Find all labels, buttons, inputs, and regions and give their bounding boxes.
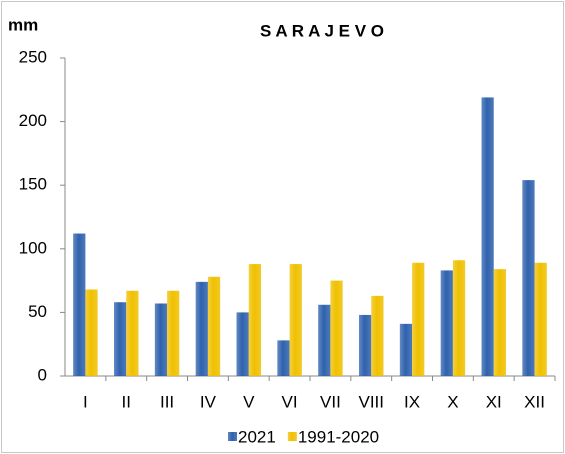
bar xyxy=(289,264,302,376)
x-tick-label: V xyxy=(243,392,255,411)
bar xyxy=(73,233,86,376)
x-tick-label: VI xyxy=(282,392,298,411)
legend-label: 1991-2020 xyxy=(298,427,379,446)
y-tick-label: 0 xyxy=(38,365,47,384)
x-tick-label: VII xyxy=(320,392,341,411)
x-tick-label: IV xyxy=(200,392,217,411)
x-tick-label: XII xyxy=(524,392,545,411)
bar xyxy=(412,262,425,376)
bar xyxy=(452,260,466,376)
bar xyxy=(371,295,384,376)
bar xyxy=(493,269,506,376)
x-tick-label: IX xyxy=(404,392,420,411)
bar xyxy=(522,180,535,376)
bar xyxy=(85,289,98,376)
y-tick-label: 50 xyxy=(28,302,47,321)
y-tick-label: 200 xyxy=(19,111,47,130)
legend-swatch xyxy=(287,432,297,441)
bar xyxy=(330,280,343,376)
bar xyxy=(195,281,208,376)
legend-label: 2021 xyxy=(238,427,276,446)
chart-title: S A R A J E V O xyxy=(260,21,384,40)
x-tick-label: X xyxy=(447,392,458,411)
bar xyxy=(236,312,249,376)
x-tick-label: II xyxy=(122,392,131,411)
y-tick-label: 100 xyxy=(19,238,47,257)
x-tick-label: XI xyxy=(486,392,502,411)
x-tick-label: III xyxy=(160,392,174,411)
bar xyxy=(359,314,372,376)
bar xyxy=(481,97,494,376)
bar xyxy=(399,323,413,376)
y-tick-label: 150 xyxy=(19,175,47,194)
x-tick-label: VIII xyxy=(358,392,384,411)
legend-swatch xyxy=(228,432,237,441)
bar xyxy=(277,340,290,376)
bar xyxy=(534,262,547,376)
bar xyxy=(207,276,221,376)
bar xyxy=(440,270,453,376)
bar xyxy=(318,304,331,376)
bar xyxy=(114,302,127,376)
bar xyxy=(154,303,168,376)
y-tick-label: 250 xyxy=(19,47,47,66)
bar xyxy=(167,290,180,376)
x-tick-label: I xyxy=(83,392,88,411)
y-axis-label: mm xyxy=(8,15,38,34)
bar xyxy=(248,264,261,376)
bar xyxy=(126,290,139,376)
